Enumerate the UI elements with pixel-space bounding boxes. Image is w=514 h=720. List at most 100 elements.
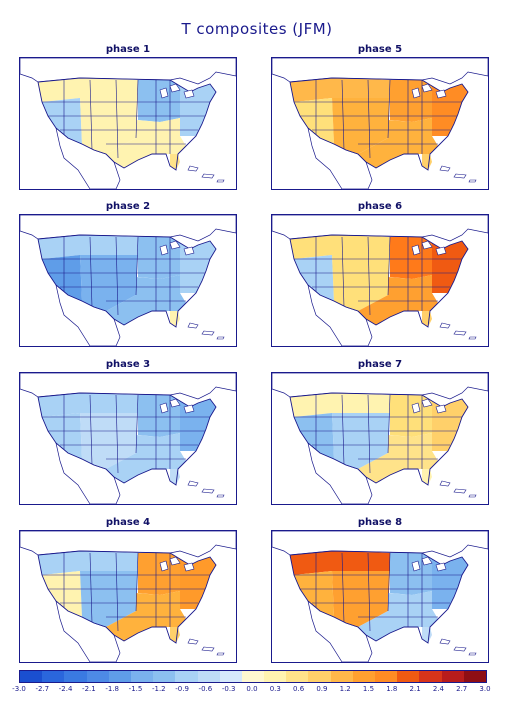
island-outline: [216, 494, 225, 498]
island-outline: [453, 173, 467, 179]
region-midwest: [138, 553, 180, 595]
island-outline: [216, 336, 225, 340]
panel-label: phase 8: [357, 517, 403, 528]
region-plains: [80, 255, 138, 311]
region-midwest: [138, 395, 180, 437]
island-outline: [439, 322, 451, 329]
colorbar-tick-label: 3.0: [479, 685, 491, 693]
us-outline: [289, 550, 469, 644]
canada-outline: [20, 531, 236, 558]
region-florida: [422, 627, 432, 643]
panel-label: phase 4: [105, 517, 151, 528]
us-map: [272, 215, 488, 346]
island-outline: [468, 494, 477, 498]
state-borders: [294, 551, 462, 632]
island-outline: [453, 646, 467, 652]
map-frame: [271, 372, 489, 505]
colorbar-cell: [130, 671, 154, 682]
region-south: [106, 591, 186, 641]
region-south: [106, 275, 186, 325]
colorbar-cell: [153, 671, 176, 682]
region-plains: [80, 98, 138, 154]
colorbar-tick-label: -1.2: [151, 685, 166, 693]
lake-outline: [183, 562, 195, 572]
region-florida: [422, 154, 432, 170]
region-south: [358, 118, 438, 168]
lake-outline: [169, 83, 181, 93]
island-outline: [187, 638, 199, 645]
us-outline: [37, 77, 217, 171]
lake-outline: [183, 89, 195, 99]
state-borders: [294, 393, 462, 474]
lake-outline: [435, 246, 447, 256]
region-west: [294, 413, 334, 459]
region-florida: [170, 311, 180, 327]
colorbar-tick-label: -0.9: [175, 685, 189, 693]
colorbar-cell: [175, 671, 198, 682]
colorbar-tick-label: 1.8: [386, 685, 398, 693]
region-florida: [422, 311, 432, 327]
state-borders: [42, 551, 210, 632]
us-outline: [289, 77, 469, 171]
island-outline: [468, 179, 477, 183]
lake-outline: [169, 556, 181, 566]
island-outline: [216, 652, 225, 656]
island-outline: [453, 488, 467, 494]
lake-outline: [421, 240, 433, 250]
colorbar-tick-label: 2.1: [409, 685, 421, 693]
colorbar-cell: [264, 671, 287, 682]
region-south: [358, 591, 438, 641]
colorbar-cell: [42, 671, 65, 682]
panel-label: phase 2: [105, 201, 151, 212]
panel-label: phase 5: [357, 44, 403, 55]
region-midwest: [390, 237, 432, 279]
lake-outline: [159, 244, 169, 256]
lake-outline: [411, 560, 421, 572]
lake-outline: [159, 87, 169, 99]
region-plains: [332, 98, 390, 154]
map-panel: phase 2: [19, 201, 237, 347]
canada-outline: [272, 215, 488, 242]
us-map: [272, 58, 488, 189]
region-florida: [170, 627, 180, 643]
colorbar-cell: [375, 671, 398, 682]
colorbar-ticks: -3.0 -2.7 -2.4 -2.1 -1.8 -1.5 -1.2 -0.9 -0.6 -0.3…: [12, 685, 491, 697]
colorbar-cell: [20, 671, 43, 682]
us-map: [20, 215, 236, 346]
colorbar: [19, 670, 487, 683]
state-borders: [294, 235, 462, 316]
canada-outline: [272, 373, 488, 400]
region-west: [294, 571, 334, 617]
lake-outline: [421, 83, 433, 93]
island-outline: [468, 652, 477, 656]
colorbar-cell: [219, 671, 242, 682]
panel-label: phase 6: [357, 201, 403, 212]
lake-outline: [169, 240, 181, 250]
us-map: [272, 373, 488, 504]
map-frame: [19, 372, 237, 505]
lake-outline: [183, 404, 195, 414]
canada-outline: [272, 58, 488, 85]
region-west: [294, 255, 334, 301]
canada-outline: [20, 58, 236, 85]
region-midwest: [390, 553, 432, 595]
region-plains: [80, 571, 138, 627]
panel-label: phase 7: [357, 359, 403, 370]
figure-title: T composites (JFM): [181, 20, 333, 38]
map-panel: phase 6: [271, 201, 489, 347]
lake-outline: [411, 244, 421, 256]
colorbar-cell: [441, 671, 464, 682]
map-frame: [19, 214, 237, 347]
region-north: [38, 393, 140, 417]
colorbar-tick-label: 1.2: [339, 685, 351, 693]
us-map: [20, 531, 236, 662]
lake-outline: [421, 556, 433, 566]
region-west: [42, 98, 82, 144]
region-midwest: [138, 237, 180, 279]
canada-outline: [20, 215, 236, 242]
region-south: [106, 118, 186, 168]
island-outline: [468, 336, 477, 340]
region-west: [42, 255, 82, 301]
colorbar-tick-label: 0.9: [316, 685, 328, 693]
region-midwest: [390, 395, 432, 437]
